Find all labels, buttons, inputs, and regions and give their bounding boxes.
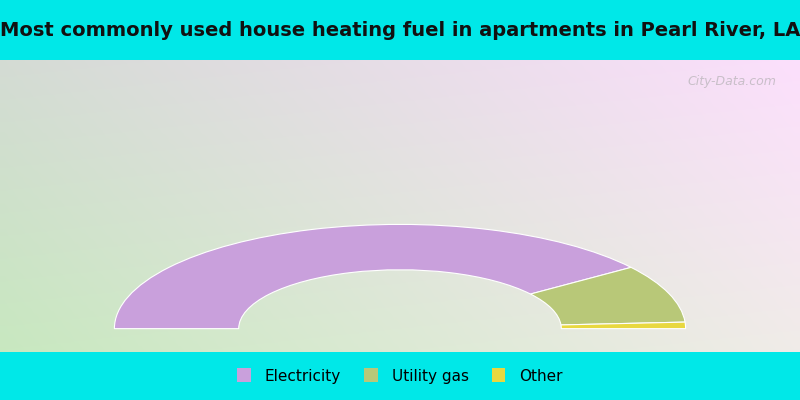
Wedge shape (114, 224, 631, 329)
Wedge shape (561, 322, 686, 329)
Text: City-Data.com: City-Data.com (687, 74, 776, 88)
Text: Most commonly used house heating fuel in apartments in Pearl River, LA: Most commonly used house heating fuel in… (0, 20, 800, 40)
Wedge shape (530, 267, 685, 325)
Legend: Electricity, Utility gas, Other: Electricity, Utility gas, Other (231, 362, 569, 390)
